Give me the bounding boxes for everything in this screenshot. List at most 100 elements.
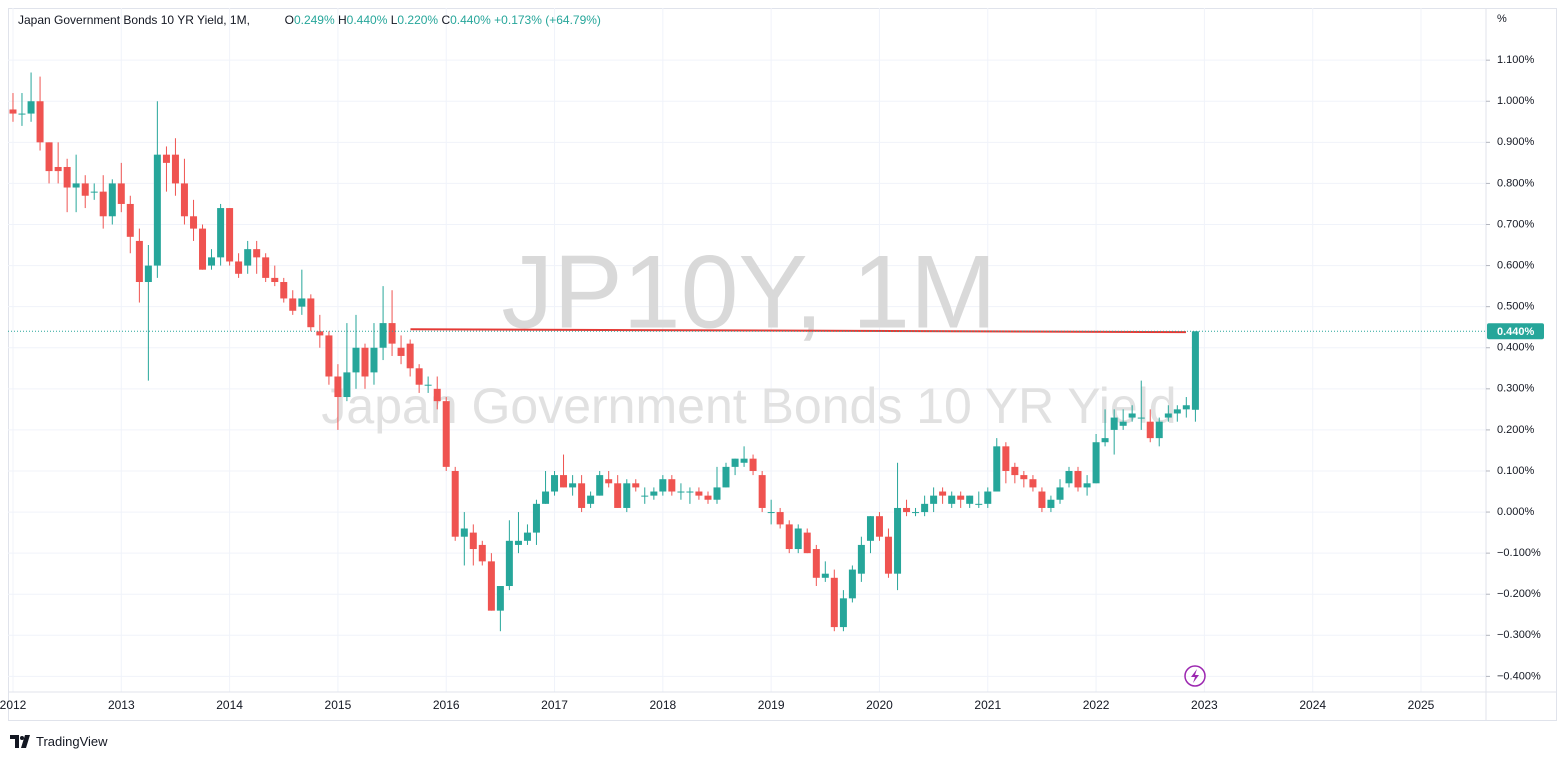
candle-body <box>848 569 856 599</box>
candle-body <box>1029 479 1037 488</box>
candle-body <box>487 561 495 611</box>
watermark-description: Japan Government Bonds 10 YR Yield <box>321 378 1176 434</box>
candle-body <box>208 257 216 266</box>
candle-body <box>695 491 703 496</box>
candle-body <box>244 249 252 266</box>
candle-body <box>496 586 504 611</box>
candle-body <box>9 109 17 114</box>
watermark-symbol: JP10Y, 1M <box>501 234 996 350</box>
candle-body <box>144 265 152 283</box>
x-tick-label: 2015 <box>325 698 352 712</box>
candle-body <box>271 277 279 283</box>
events-icon[interactable] <box>1184 665 1206 687</box>
candle-body <box>1155 421 1163 439</box>
candle-body <box>542 491 550 504</box>
candle-body <box>397 347 405 356</box>
candle-body <box>749 458 757 471</box>
candle-body <box>1092 442 1100 484</box>
candle-body <box>370 347 378 373</box>
candle-body <box>45 142 53 172</box>
candle-body <box>334 376 342 398</box>
change: +0.173% (+64.79%) <box>494 13 601 27</box>
candle-body <box>298 298 306 307</box>
candle-body <box>587 495 595 504</box>
candle-body <box>361 347 369 377</box>
legend: Japan Government Bonds 10 YR Yield, 1M, … <box>18 13 601 27</box>
candle-body <box>560 475 568 488</box>
candle-body <box>966 495 974 504</box>
candle-body <box>1137 417 1145 419</box>
candle-body <box>433 388 441 402</box>
legend-key: C <box>441 13 451 27</box>
y-tick-label: 0.600% <box>1497 259 1535 271</box>
y-tick-label: 0.900% <box>1497 136 1535 148</box>
legend-value: 0.440% <box>450 13 491 27</box>
candle-body <box>27 101 35 114</box>
candle-body <box>1110 417 1118 430</box>
candle-body <box>794 528 802 550</box>
y-unit: % <box>1497 13 1507 25</box>
candle-body <box>63 166 71 188</box>
candle-body <box>1191 331 1199 410</box>
x-tick-label: 2012 <box>0 698 27 712</box>
candle-body <box>912 512 920 514</box>
candle-body <box>686 491 694 493</box>
candle-body <box>1101 438 1109 443</box>
candle-body <box>1173 409 1181 414</box>
grid <box>8 8 1486 692</box>
candle-body <box>596 475 604 496</box>
candle-body <box>551 475 559 492</box>
candle-body <box>523 532 531 541</box>
x-tick-label: 2025 <box>1408 698 1435 712</box>
candle-body <box>623 483 631 508</box>
candle-body <box>1083 483 1091 488</box>
ohlc: O0.249% H0.440% L0.220% C0.440% <box>285 13 495 27</box>
y-tick-label: 0.800% <box>1497 177 1535 189</box>
legend-value: 0.440% <box>346 13 388 27</box>
candle-body <box>857 544 865 574</box>
legend-value: 0.220% <box>397 13 439 27</box>
candle-body <box>199 228 207 270</box>
candle-body <box>505 540 513 587</box>
candle-body <box>280 282 288 299</box>
candle-body <box>117 183 125 204</box>
last-price-box <box>1487 323 1544 340</box>
candle-body <box>614 483 622 508</box>
candle-body <box>632 483 640 488</box>
candle-body <box>1020 475 1028 480</box>
lightning <box>1191 669 1199 683</box>
candle-body <box>875 516 883 537</box>
candle-body <box>343 372 351 398</box>
candle-body <box>803 532 811 554</box>
x-tick-label: 2014 <box>216 698 243 712</box>
candle-body <box>171 154 179 184</box>
y-tick-label: 0.700% <box>1497 218 1535 230</box>
candle-body <box>704 495 712 500</box>
candle-body <box>993 446 1001 492</box>
footer: TradingView <box>10 734 108 749</box>
candle-body <box>975 503 983 505</box>
candle-body <box>731 458 739 467</box>
candle-body <box>984 491 992 504</box>
candle-body <box>650 491 658 496</box>
candle-body <box>289 298 297 311</box>
candle-body <box>478 544 486 562</box>
candle-body <box>903 507 911 513</box>
candle-body <box>153 154 161 266</box>
candle-body <box>1038 491 1046 508</box>
candle-body <box>884 536 892 574</box>
candle-body <box>605 479 613 484</box>
candle-body <box>948 495 956 504</box>
candle-body <box>72 183 80 188</box>
candle-body <box>18 113 26 115</box>
candle-body <box>415 368 423 385</box>
candle-body <box>1119 421 1127 426</box>
candle-body <box>930 495 938 504</box>
candle-body <box>668 479 676 492</box>
candle-body <box>569 483 577 488</box>
y-tick-label: 0.100% <box>1497 465 1535 477</box>
candle-body <box>1056 487 1064 500</box>
candle-body <box>641 495 649 497</box>
candle-body <box>108 183 116 217</box>
